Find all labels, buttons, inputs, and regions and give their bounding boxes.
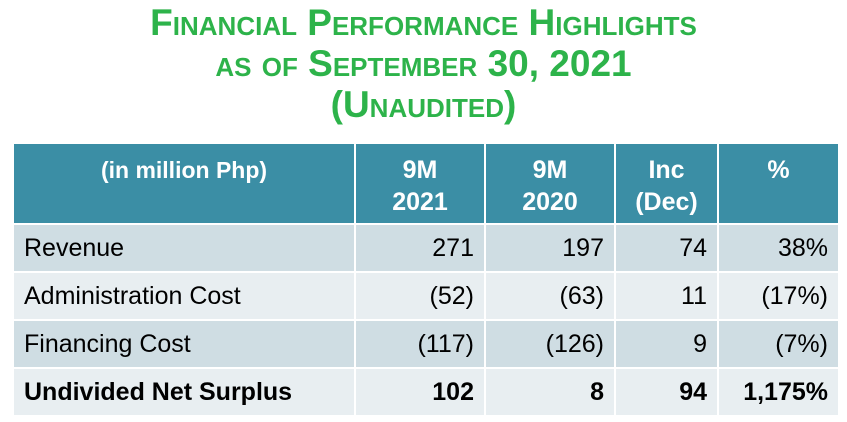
title-line-2: as of September 30, 2021	[215, 43, 632, 84]
cell-9m-2020: (126)	[484, 319, 616, 369]
header-unit-label: (in million Php)	[100, 157, 268, 183]
header-9m-2021: 9M 2021	[354, 142, 486, 225]
cell-inc-dec: 11	[614, 271, 719, 321]
cell-9m-2020: 8	[484, 367, 616, 417]
title-line-3: (Unaudited)	[330, 84, 517, 125]
cell-inc-dec: 94	[614, 367, 719, 417]
cell-9m-2020: (63)	[484, 271, 616, 321]
header-label: 9M	[532, 156, 568, 184]
header-label: 9M	[402, 156, 438, 184]
row-label: Revenue	[12, 223, 356, 273]
cell-9m-2021: 102	[354, 367, 486, 417]
header-label: %	[767, 156, 790, 184]
header-label: 2020	[522, 188, 578, 216]
cell-9m-2020: 197	[484, 223, 616, 273]
financial-table: (in million Php) 9M 2021 9M 2020 Inc (De…	[12, 142, 840, 417]
row-label: Financing Cost	[12, 319, 356, 369]
row-label: Undivided Net Surplus	[12, 367, 356, 417]
cell-inc-dec: 74	[614, 223, 719, 273]
table-row-revenue: Revenue 271 197 74 38%	[12, 223, 840, 273]
cell-9m-2021: 271	[354, 223, 486, 273]
header-label: Inc	[648, 156, 685, 184]
cell-percent: 1,175%	[717, 367, 840, 417]
table-row-financing-cost: Financing Cost (117) (126) 9 (7%)	[12, 319, 840, 369]
table-row-administration-cost: Administration Cost (52) (63) 11 (17%)	[12, 271, 840, 321]
page-title: Financial Performance Highlights as of S…	[0, 0, 847, 125]
header-percent: %	[717, 142, 840, 225]
header-9m-2020: 9M 2020	[484, 142, 616, 225]
cell-percent: (7%)	[717, 319, 840, 369]
table-row-undivided-net-surplus: Undivided Net Surplus 102 8 94 1,175%	[12, 367, 840, 417]
cell-percent: (17%)	[717, 271, 840, 321]
cell-percent: 38%	[717, 223, 840, 273]
cell-inc-dec: 9	[614, 319, 719, 369]
header-inc-dec: Inc (Dec)	[614, 142, 719, 225]
cell-9m-2021: (52)	[354, 271, 486, 321]
cell-9m-2021: (117)	[354, 319, 486, 369]
header-label: 2021	[392, 188, 448, 216]
header-label: (Dec)	[635, 188, 698, 216]
title-line-1: Financial Performance Highlights	[150, 2, 697, 43]
header-row: (in million Php) 9M 2021 9M 2020 Inc (De…	[12, 142, 840, 225]
header-unit: (in million Php)	[12, 142, 356, 225]
row-label: Administration Cost	[12, 271, 356, 321]
